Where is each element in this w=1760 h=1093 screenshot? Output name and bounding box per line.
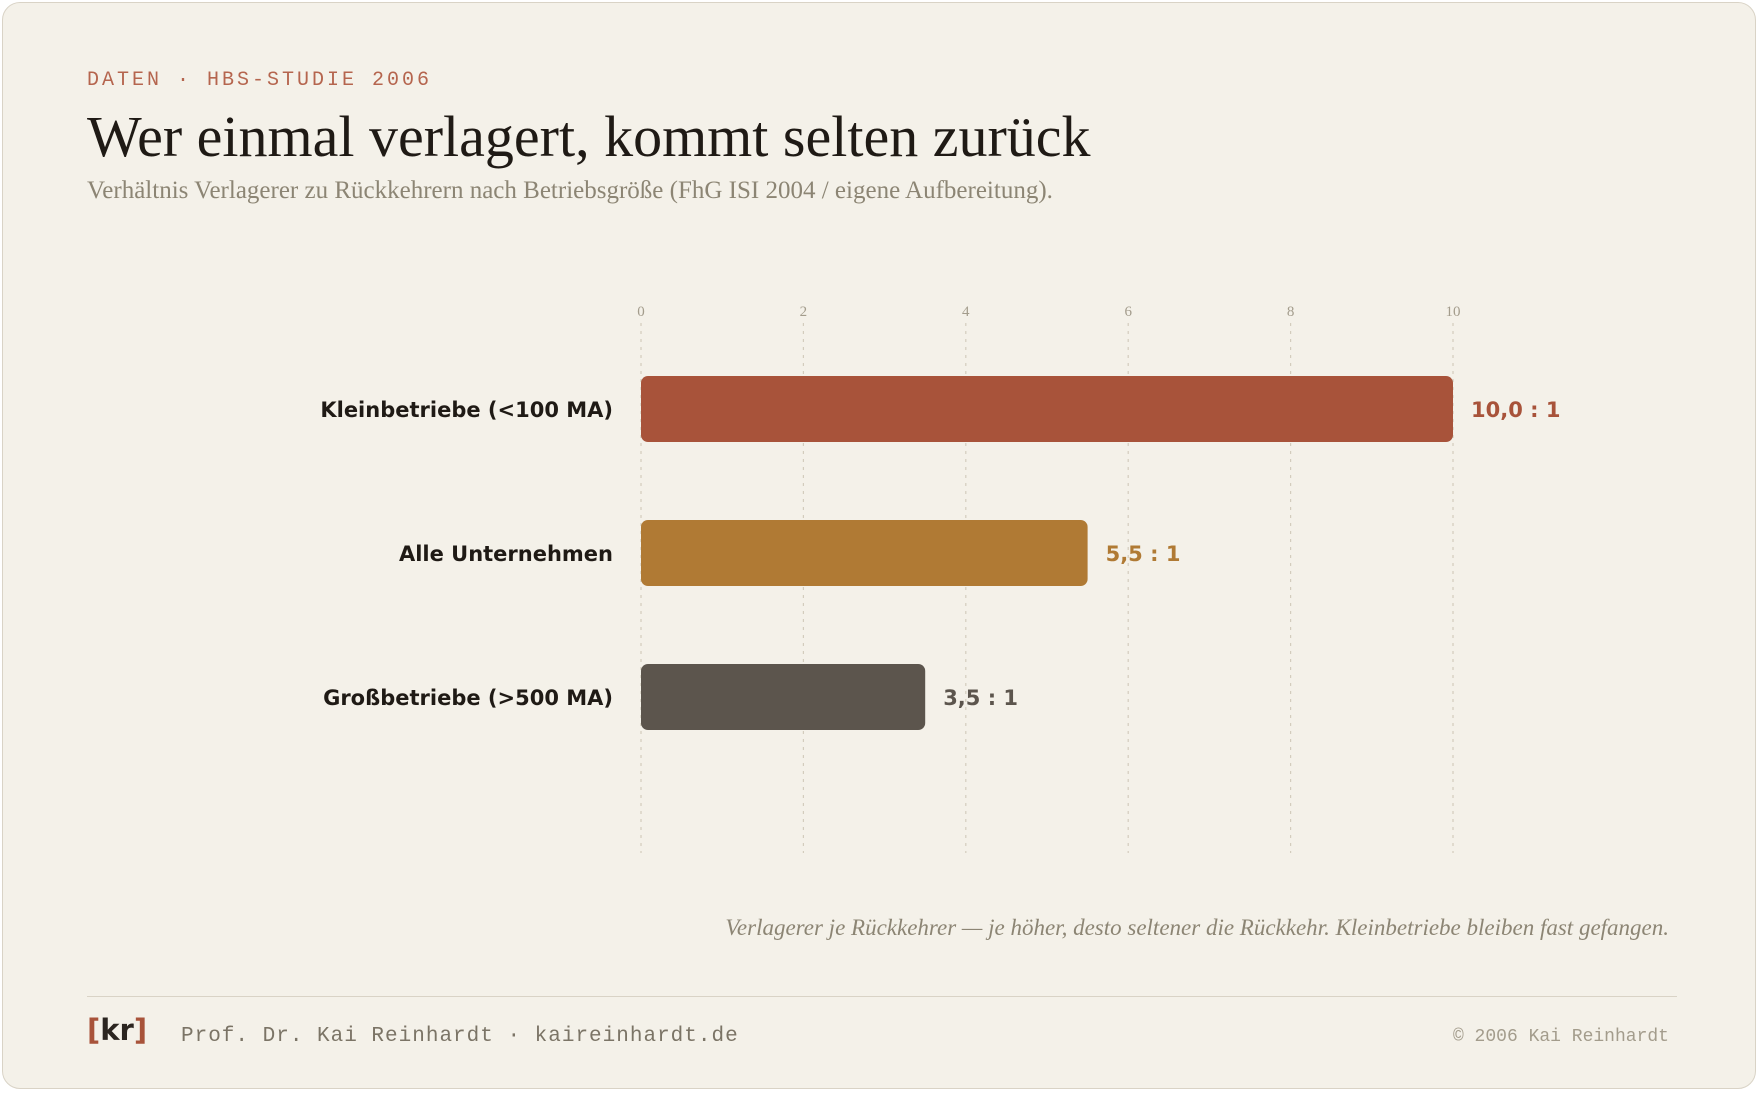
page-subtitle: Verhältnis Verlagerer zu Rückkehrern nac… bbox=[87, 177, 1053, 204]
x-tick-label: 2 bbox=[800, 304, 808, 320]
bar-chart: 0 2 4 6 8 10 Kleinbetriebe (<100 MA) 10,0 : 1 Al… bbox=[320, 304, 1560, 853]
chart-caption: Verlagerer je Rückkehrer — je höher, des… bbox=[725, 915, 1669, 940]
eyebrow-label: DATEN · HBS-STUDIE 2006 bbox=[87, 69, 433, 92]
bar bbox=[641, 664, 926, 730]
data-label: 5,5 : 1 bbox=[1106, 542, 1181, 566]
category-label: Großbetriebe (>500 MA) bbox=[323, 686, 613, 710]
footer-copyright: © 2006 Kai Reinhardt bbox=[1452, 1027, 1669, 1047]
x-tick-label: 4 bbox=[962, 304, 970, 320]
data-label: 10,0 : 1 bbox=[1471, 398, 1560, 422]
data-label: 3,5 : 1 bbox=[943, 686, 1018, 710]
x-tick-label: 8 bbox=[1287, 304, 1295, 320]
bar bbox=[641, 520, 1088, 586]
category-label: Alle Unternehmen bbox=[399, 542, 613, 566]
x-tick-label: 10 bbox=[1446, 304, 1461, 320]
brand-logo: [kr] bbox=[87, 1013, 148, 1047]
x-tick-label: 0 bbox=[637, 304, 645, 320]
x-tick-label: 6 bbox=[1124, 304, 1132, 320]
footer-author: Prof. Dr. Kai Reinhardt · kaireinhardt.d… bbox=[181, 1025, 739, 1048]
bar bbox=[641, 376, 1453, 442]
category-label: Kleinbetriebe (<100 MA) bbox=[320, 398, 613, 422]
footer-divider bbox=[87, 996, 1677, 997]
page-title: Wer einmal verlagert, kommt selten zurüc… bbox=[87, 104, 1091, 169]
